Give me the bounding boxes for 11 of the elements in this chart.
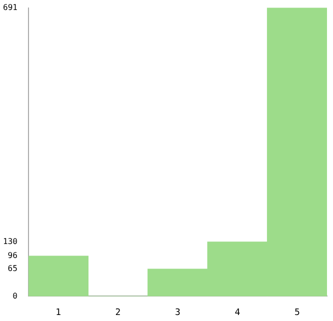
bar: [28, 256, 88, 296]
y-tick-label: 0: [12, 291, 18, 300]
y-tick-label: 691: [2, 2, 18, 12]
x-tick-label: 3: [175, 308, 180, 318]
x-tick-label: 4: [234, 308, 240, 318]
x-tick-label: 2: [115, 308, 121, 318]
y-tick-label: 130: [2, 237, 18, 246]
x-tick-label: 1: [56, 308, 62, 318]
y-tick-label: 65: [8, 264, 18, 274]
y-tick-label: 96: [8, 251, 18, 260]
x-tick-label: 5: [294, 308, 300, 318]
